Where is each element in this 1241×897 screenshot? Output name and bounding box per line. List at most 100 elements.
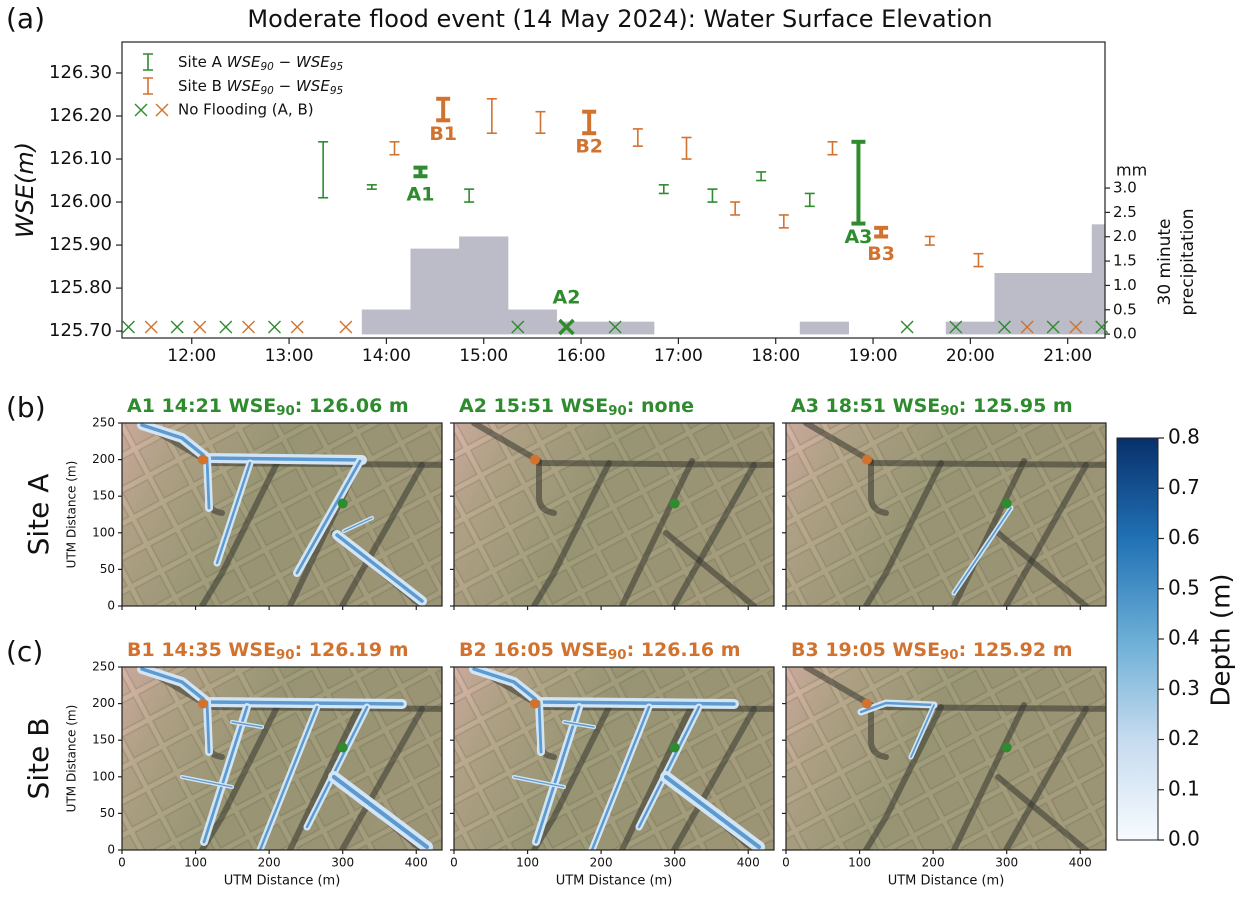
x-tick-label: 200: [922, 856, 945, 870]
map: [122, 667, 442, 850]
road: [536, 460, 557, 516]
colorbar-tick-label: 0.8: [1168, 425, 1200, 449]
road: [1003, 462, 1089, 606]
x-tick-label: 100: [184, 856, 207, 870]
y-tick-label: 250: [92, 416, 115, 430]
precip-bar: [410, 248, 460, 335]
x-tick-label: 13:00: [265, 346, 314, 366]
y-tick-label: 200: [92, 452, 115, 466]
site-a-marker: [1001, 498, 1012, 509]
row-label: Site B: [22, 718, 55, 800]
site-b-marker: [529, 454, 540, 465]
site-b-marker: [861, 698, 872, 709]
road: [803, 423, 874, 464]
map: [454, 423, 774, 606]
flood-deep: [590, 705, 651, 850]
colorbar-tick-label: 0.3: [1168, 676, 1200, 700]
no-flood-marker: [219, 320, 233, 334]
no-flood-marker: [949, 320, 963, 334]
y2-axis-label: 30 minute: [1155, 219, 1175, 306]
annotation: B3: [867, 243, 895, 265]
colorbar-tick-label: 0.5: [1168, 575, 1200, 599]
legend-marker: [143, 53, 153, 71]
x-tick-label: 20:00: [946, 346, 995, 366]
y-tick-label: 50: [100, 806, 115, 820]
road: [868, 460, 1106, 468]
flood-deep: [258, 705, 319, 850]
flood-deep: [537, 700, 543, 754]
road: [951, 458, 1027, 606]
x-tick-label: 300: [995, 856, 1018, 870]
y-tick-label: 125.80: [49, 277, 112, 298]
road: [663, 530, 757, 606]
y-tick-label: 100: [92, 525, 115, 539]
legend-label: Site A WSE90 − WSE95: [178, 53, 343, 74]
x-tick-label: 200: [258, 856, 281, 870]
site-b-marker: [197, 454, 208, 465]
road: [863, 460, 944, 606]
annotation: A1: [406, 184, 434, 206]
y-tick-label: 126.00: [49, 191, 112, 212]
road: [339, 462, 425, 606]
flood-deep: [472, 667, 736, 706]
y-tick-label: 200: [92, 696, 115, 710]
precip-bars: [361, 224, 1105, 335]
no-flood-marker: [121, 320, 135, 334]
y2-tick-label: 3.0: [1113, 179, 1137, 197]
map: [786, 423, 1106, 606]
annotation: B1: [429, 123, 457, 145]
site-b-marker: [197, 698, 208, 709]
y2-tick-label: 1.0: [1113, 276, 1137, 294]
flood-deep: [953, 507, 1012, 594]
map-title: B3 19:05 WSE90: 125.92 m: [791, 639, 1073, 664]
flood-deep: [140, 423, 364, 462]
x-tick-label: 400: [737, 856, 760, 870]
row-label: Site A: [22, 474, 55, 556]
y2-tick-label: 0.5: [1113, 300, 1137, 318]
map-frame: [121, 422, 443, 607]
x-tick-label: 18:00: [751, 346, 800, 366]
y-tick-label: 0: [107, 599, 115, 613]
legend-label: No Flooding (A, B): [178, 101, 314, 119]
no-flood-marker: [267, 320, 281, 334]
road: [803, 667, 874, 708]
no-flood-marker: [290, 320, 304, 334]
legend-marker: [143, 77, 153, 95]
flood-deep: [231, 721, 263, 728]
x-tick-label: 100: [516, 856, 539, 870]
colorbar-tick-label: 0.2: [1168, 726, 1200, 750]
x-tick-label: 21:00: [1043, 346, 1092, 366]
no-flood-marker: [558, 318, 575, 336]
x-tick-label: 16:00: [557, 346, 606, 366]
site-a-marker: [337, 742, 348, 753]
flood-deep: [202, 705, 249, 844]
no-flood-marker: [1046, 320, 1060, 334]
annotation: B2: [575, 136, 603, 158]
legend-marker: [155, 103, 169, 117]
y-tick-label: 126.30: [49, 62, 112, 83]
x-axis-label: UTM Distance (m): [888, 874, 1005, 889]
map-frame: [785, 666, 1107, 851]
road: [868, 460, 889, 516]
map: [454, 667, 774, 850]
x-tick-label: 300: [331, 856, 354, 870]
y2-tick-label: 2.0: [1113, 227, 1137, 245]
road: [619, 458, 695, 606]
map-title: A1 14:21 WSE90: 126.06 m: [127, 395, 409, 420]
y-axis-label: UTM Distance (m): [65, 705, 79, 813]
road: [1003, 706, 1089, 850]
road: [671, 706, 757, 850]
flood-deep: [513, 776, 565, 788]
road: [619, 702, 695, 850]
map-frame: [453, 666, 775, 851]
colorbar-tick-label: 0.6: [1168, 525, 1200, 549]
map-frame: [785, 422, 1107, 607]
y-tick-label: 100: [92, 769, 115, 783]
flood-deep: [215, 461, 252, 565]
no-flood-marker: [242, 320, 256, 334]
x-tick-label: 15:00: [459, 346, 508, 366]
colorbar-tick-label: 0.7: [1168, 475, 1200, 499]
no-flood-marker: [900, 320, 914, 334]
colorbar-label: Depth (m): [1207, 573, 1237, 706]
no-flood-marker: [193, 320, 207, 334]
